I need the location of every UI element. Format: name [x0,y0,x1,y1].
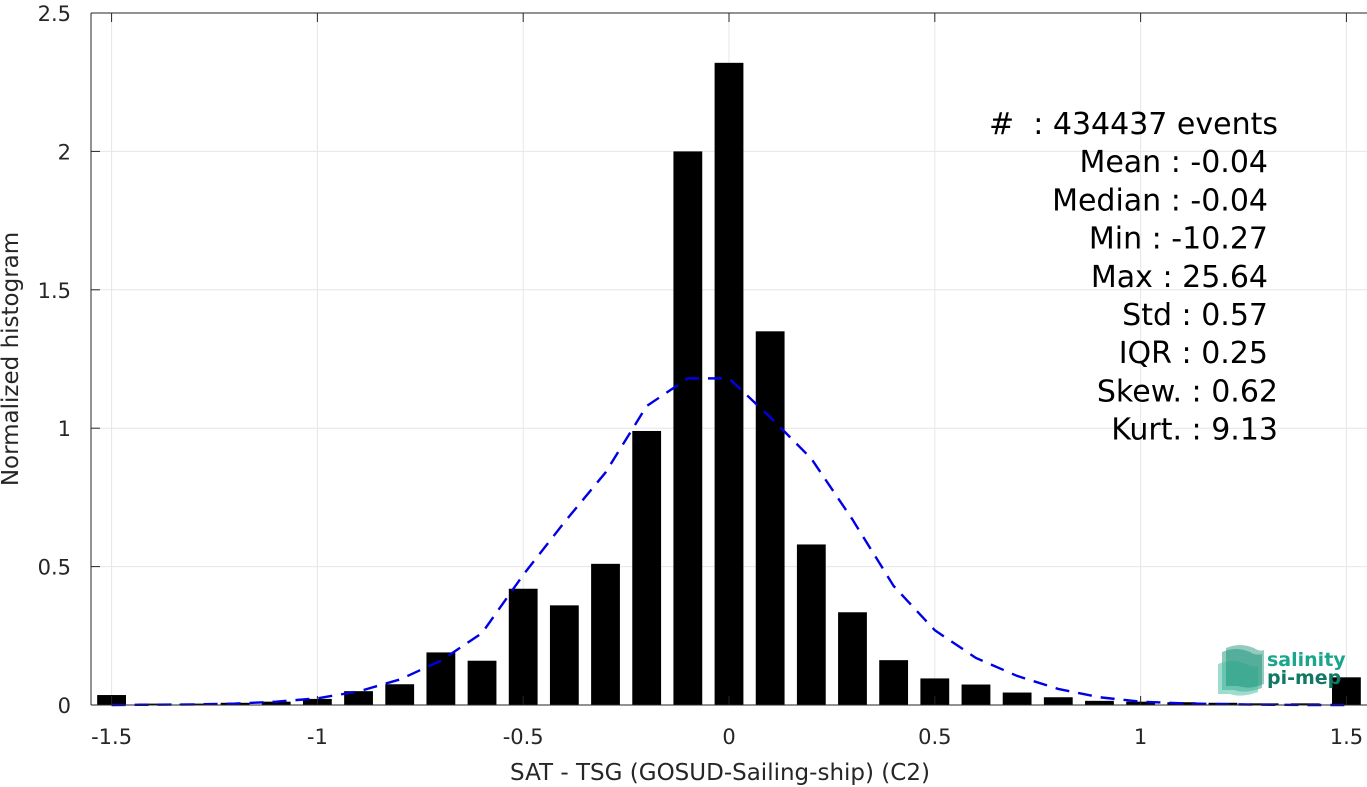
stats-line: IQR : 0.25 [1119,336,1268,371]
y-tick-label: 0.5 [38,556,71,580]
logo-wave-icon [1218,645,1264,696]
stats-line: Median : -0.04 [1052,183,1268,218]
histogram-bar [261,701,291,705]
stats-line: Skew. : 0.62 [1097,374,1278,409]
x-tick-label: 1.5 [1330,725,1363,749]
stats-line: Max : 25.64 [1091,260,1268,295]
x-tick-label: 1 [1134,725,1147,749]
histogram-bar [838,612,867,705]
logo-text-pi-mep: pi-mep [1267,667,1341,689]
histogram-bar [508,588,538,705]
x-tick-label: -1.5 [91,725,132,749]
stats-line: Std : 0.57 [1122,298,1268,333]
y-tick-label: 1 [58,417,71,441]
histogram-bar [426,652,456,705]
salinity-pi-mep-logo: salinity pi-mep [1218,645,1346,696]
histogram-bar [961,684,991,705]
histogram-bar [1002,692,1032,705]
y-tick-label: 2.5 [38,2,71,26]
histogram-bar [796,544,826,705]
histogram-bar [467,660,497,705]
x-tick-label: -1 [307,725,328,749]
histogram-bar [632,430,662,705]
axes [90,12,1367,706]
x-axis-label: SAT - TSG (GOSUD-Sailing-ship) (C2) [510,760,930,786]
bars [97,62,1361,706]
x-tick-label: 0 [722,725,735,749]
histogram-bar [1085,700,1114,705]
stats-line: Min : -10.27 [1089,222,1268,257]
histogram-bar [1043,697,1073,705]
y-axis-label: Normalized histogram [0,232,24,486]
x-tick-label: 0.5 [918,725,951,749]
histogram-bar [344,691,373,705]
y-tick-label: 0 [58,694,71,718]
histogram-bar [591,563,620,705]
histogram-bar [673,151,703,705]
histogram-bar [549,605,579,705]
stats-line: Kurt. : 9.13 [1111,413,1278,448]
histogram-bar [714,62,744,706]
histogram-bar [385,684,415,705]
histogram-bar [879,660,909,705]
y-tick-label: 1.5 [38,279,71,303]
stats-line: Mean : -0.04 [1079,145,1268,180]
histogram-bar [1290,703,1320,705]
tick-labels: -1.5 -1 -0.5 0 0.5 1 1.5 0 0.5 1 1.5 2 2.5 [38,2,1364,749]
logo-text-salinity: salinity [1267,649,1346,671]
y-tick-label: 2 [58,140,71,164]
x-tick-label: -0.5 [503,725,544,749]
histogram-bar [755,331,785,705]
stats-line: # : 434437 events [989,107,1278,142]
histogram-bar [138,703,168,705]
